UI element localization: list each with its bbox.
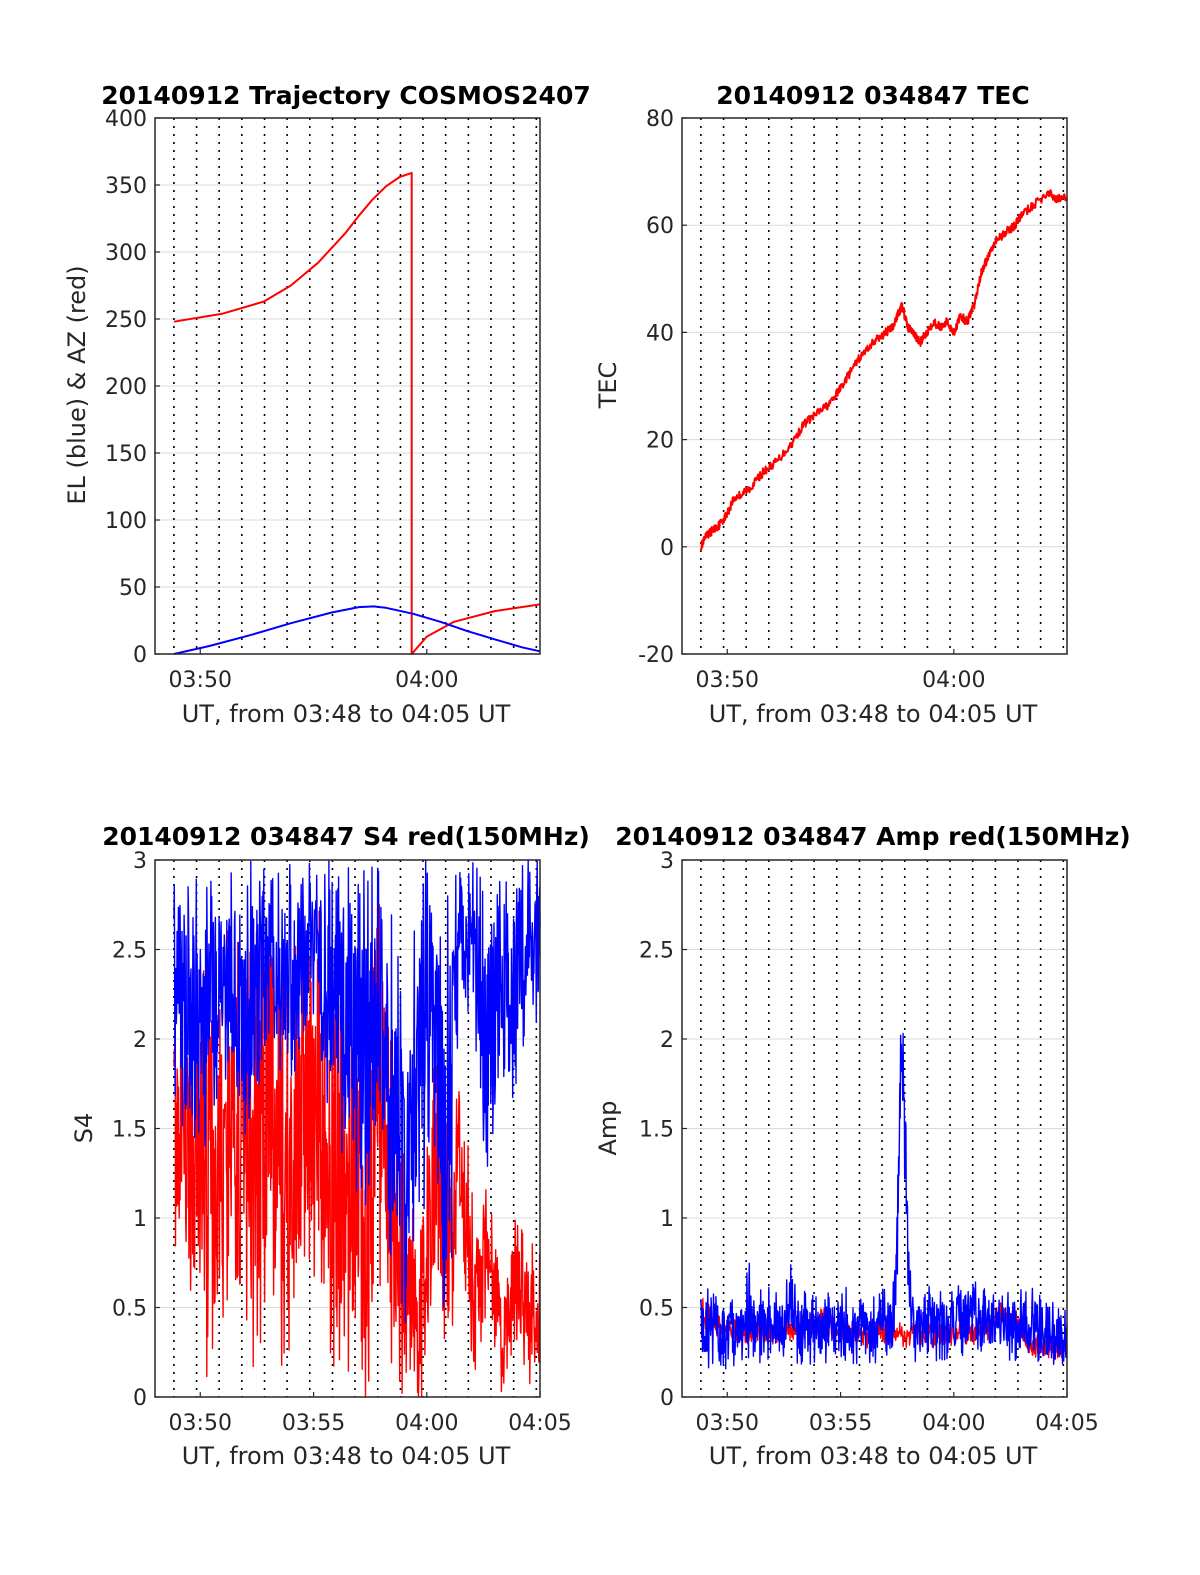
ylabel-tec: TEC <box>594 362 622 410</box>
plot-area-trajectory: 0 50 100 150 200 250 300 350 400 03:50 04:00 <box>105 107 541 693</box>
plot-area-tec: -20 0 20 40 60 80 03:50 04:00 <box>638 107 1068 693</box>
ytick-label-3: 1.5 <box>112 1118 147 1143</box>
xtick-label-1: 03:55 <box>809 1411 872 1436</box>
ytick-label-5: 250 <box>105 308 147 333</box>
xtick-label-2: 04:00 <box>922 1411 985 1436</box>
series-blue-line <box>173 859 541 1324</box>
ytick-label-3: 1.5 <box>639 1118 674 1143</box>
ytick-label-5: 2.5 <box>112 939 147 964</box>
xtick-label-0: 03:50 <box>169 1411 232 1436</box>
title-trajectory: 20140912 Trajectory COSMOS2407 <box>101 81 591 110</box>
panel-trajectory: 0 50 100 150 200 250 300 350 400 03:50 04:00 20140… <box>63 81 591 728</box>
panel-tec: -20 0 20 40 60 80 03:50 04:00 20140912 034847 T… <box>594 81 1068 728</box>
xtick-label-1: 04:00 <box>922 668 985 693</box>
ytick-label-0: -20 <box>638 643 674 668</box>
series-el-line <box>173 605 541 655</box>
xtick-label-3: 04:05 <box>1035 1411 1098 1436</box>
xlabel-amp: UT, from 03:48 to 04:05 UT <box>709 1442 1038 1470</box>
ytick-label-1: 0.5 <box>112 1297 147 1322</box>
ytick-label-3: 40 <box>646 321 674 346</box>
ytick-label-1: 0 <box>660 536 674 561</box>
ytick-label-3: 150 <box>105 442 147 467</box>
ytick-label-8: 400 <box>105 107 147 132</box>
title-s4: 20140912 034847 S4 red(150MHz) <box>102 822 590 851</box>
ylabel-s4: S4 <box>70 1113 98 1144</box>
ytick-label-6: 3 <box>660 849 674 874</box>
xtick-label-2: 04:00 <box>395 1411 458 1436</box>
series-red-line <box>173 904 541 1398</box>
ytick-label-2: 1 <box>660 1207 674 1232</box>
ytick-label-5: 2.5 <box>639 939 674 964</box>
ytick-label-6: 3 <box>133 849 147 874</box>
ytick-label-4: 2 <box>133 1028 147 1053</box>
ylabel-trajectory: EL (blue) & AZ (red) <box>63 265 91 504</box>
ytick-label-0: 0 <box>133 643 147 668</box>
xlabel-trajectory: UT, from 03:48 to 04:05 UT <box>182 700 511 728</box>
ytick-label-4: 200 <box>105 375 147 400</box>
series-az-line <box>173 171 541 655</box>
ytick-label-6: 300 <box>105 241 147 266</box>
xtick-label-1: 03:55 <box>282 1411 345 1436</box>
xtick-label-3: 04:05 <box>508 1411 571 1436</box>
ytick-label-7: 350 <box>105 174 147 199</box>
ytick-label-1: 50 <box>119 576 147 601</box>
ytick-label-5: 80 <box>646 107 674 132</box>
ytick-label-4: 2 <box>660 1028 674 1053</box>
ytick-label-2: 20 <box>646 429 674 454</box>
ytick-label-4: 60 <box>646 214 674 239</box>
xlabel-s4: UT, from 03:48 to 04:05 UT <box>182 1442 511 1470</box>
axes-box <box>681 117 1068 655</box>
series-tec-line <box>699 189 1068 552</box>
title-amp: 20140912 034847 Amp red(150MHz) <box>615 822 1131 851</box>
xtick-label-0: 03:50 <box>696 1411 759 1436</box>
plot-area-amp: 0 0.5 1 1.5 2 2.5 3 03:50 03:55 04:00 04:05 <box>639 849 1099 1436</box>
ytick-label-0: 0 <box>660 1386 674 1411</box>
ytick-label-2: 100 <box>105 509 147 534</box>
xtick-label-1: 04:00 <box>395 668 458 693</box>
ylabel-amp: Amp <box>594 1100 622 1155</box>
title-tec: 20140912 034847 TEC <box>716 81 1029 110</box>
ytick-label-1: 0.5 <box>639 1297 674 1322</box>
xlabel-tec: UT, from 03:48 to 04:05 UT <box>709 700 1038 728</box>
panel-amp: 0 0.5 1 1.5 2 2.5 3 03:50 03:55 04:00 04:05 201409… <box>594 822 1131 1470</box>
plot-area-s4: 0 0.5 1 1.5 2 2.5 3 03:50 03:55 04:00 04:05 <box>112 849 572 1436</box>
panel-s4: 0 0.5 1 1.5 2 2.5 3 03:50 03:55 04:00 04:05 201409… <box>70 822 590 1470</box>
series-blue-line <box>700 1032 1068 1370</box>
xtick-label-0: 03:50 <box>169 668 232 693</box>
ytick-label-2: 1 <box>133 1207 147 1232</box>
xtick-label-0: 03:50 <box>696 668 759 693</box>
ytick-label-0: 0 <box>133 1386 147 1411</box>
